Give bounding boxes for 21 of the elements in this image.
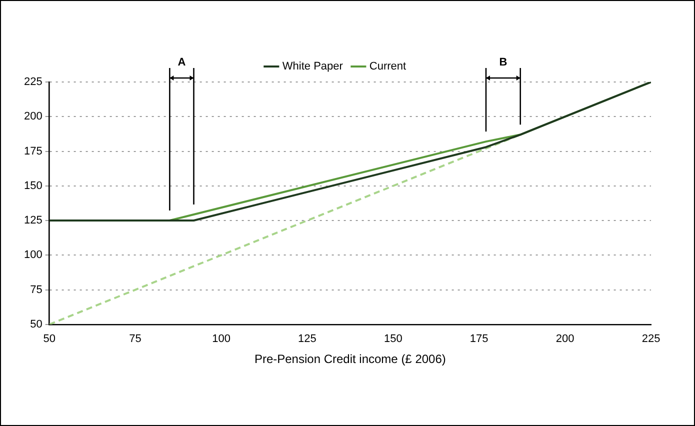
y-tick-label: 200 xyxy=(24,110,42,123)
text: B xyxy=(499,56,508,69)
x-tick-label: 50 xyxy=(43,333,56,346)
x-tick-label: 75 xyxy=(129,333,142,346)
x-tick-label: 125 xyxy=(298,333,316,346)
y-tick-label: 125 xyxy=(24,214,42,227)
x-tick-label: 100 xyxy=(212,333,230,346)
y-tick-label: 50 xyxy=(30,318,42,330)
y-tick-label: 175 xyxy=(24,145,42,158)
x-axis-title: Pre-Pension Credit income (£ 2006) xyxy=(254,352,446,366)
x-tick-label: 225 xyxy=(642,333,660,346)
x-tick-label: 150 xyxy=(384,333,402,346)
legend-label: White Paper xyxy=(282,60,344,73)
y-tick-label: 150 xyxy=(24,180,42,192)
x-tick-label: 175 xyxy=(470,333,488,346)
legend-label: Current xyxy=(369,60,406,73)
y-tick-label: 75 xyxy=(30,284,42,296)
y-tick-label: 100 xyxy=(24,249,42,262)
text: A xyxy=(178,56,186,69)
y-tick-label: 225 xyxy=(24,76,42,88)
x-tick-label: 200 xyxy=(556,333,574,346)
